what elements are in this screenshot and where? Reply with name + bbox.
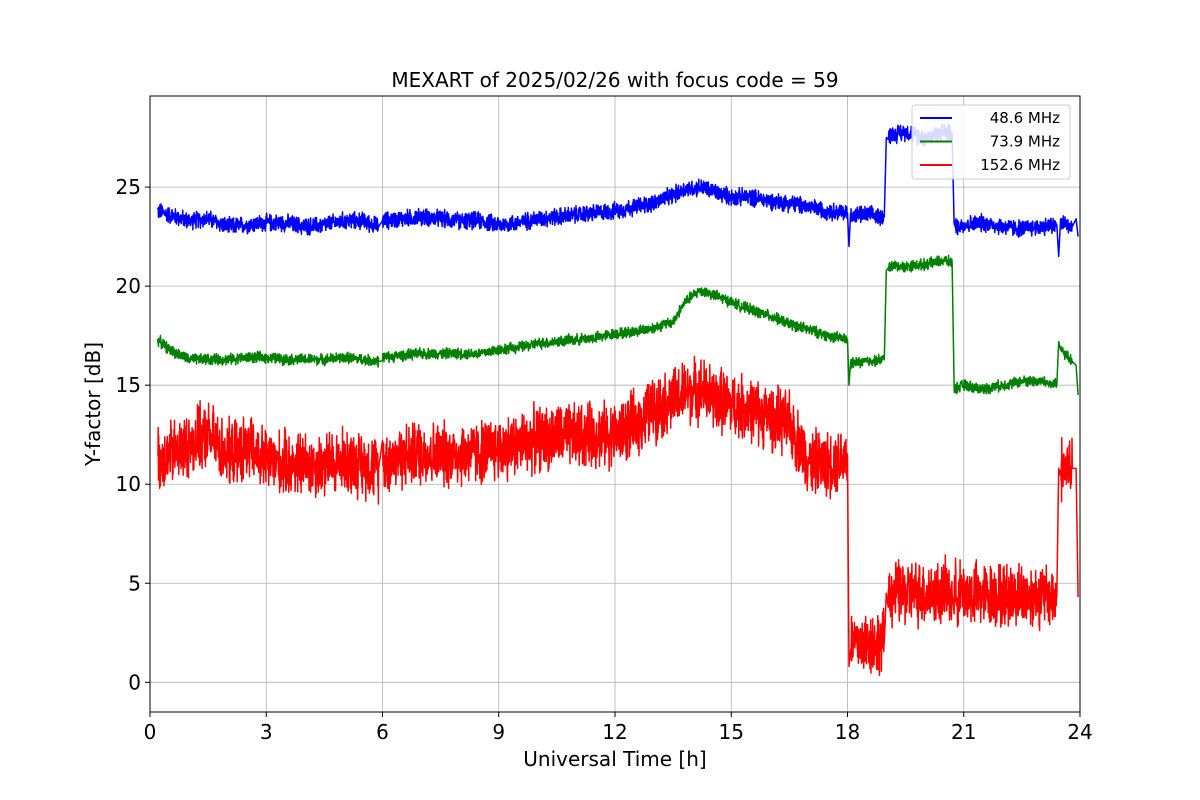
- x-tick-label: 6: [376, 720, 389, 744]
- y-tick-label: 25: [116, 175, 141, 199]
- series-line-2: [157, 355, 1079, 677]
- y-tick-label: 5: [128, 571, 141, 595]
- chart-title: MEXART of 2025/02/26 with focus code = 5…: [391, 68, 838, 92]
- legend-label-2: 152.6 MHz: [980, 156, 1060, 174]
- x-tick-label: 9: [492, 720, 505, 744]
- x-tick-label: 3: [260, 720, 273, 744]
- y-tick-label: 10: [116, 472, 141, 496]
- y-tick-label: 0: [128, 670, 141, 694]
- x-axis-label: Universal Time [h]: [523, 747, 706, 771]
- series-line-1: [157, 254, 1079, 396]
- x-tick-label: 12: [602, 720, 627, 744]
- y-tick-label: 20: [116, 274, 141, 298]
- x-tick-label: 24: [1067, 720, 1092, 744]
- legend-label-1: 73.9 MHz: [990, 133, 1060, 151]
- x-tick-label: 15: [719, 720, 744, 744]
- y-axis-label: Y-factor [dB]: [81, 342, 105, 467]
- x-axis: 0 3 6 9 12 15 18 21 24: [144, 712, 1093, 744]
- y-tick-label: 15: [116, 373, 141, 397]
- legend: 48.6 MHz 73.9 MHz 152.6 MHz: [911, 104, 1071, 180]
- x-tick-label: 18: [835, 720, 860, 744]
- y-axis: 0 5 10 15 20 25: [116, 175, 150, 694]
- legend-box: [911, 104, 1071, 180]
- x-tick-label: 0: [144, 720, 157, 744]
- legend-label-0: 48.6 MHz: [990, 109, 1060, 127]
- x-tick-label: 21: [951, 720, 976, 744]
